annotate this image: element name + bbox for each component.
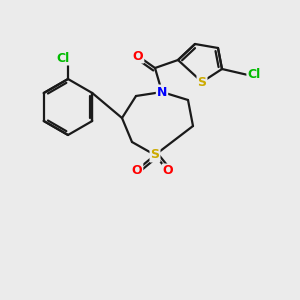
Text: Cl: Cl xyxy=(56,52,70,64)
Text: O: O xyxy=(132,164,142,176)
Text: O: O xyxy=(163,164,173,178)
Text: O: O xyxy=(133,50,143,62)
Text: Cl: Cl xyxy=(248,68,261,82)
Text: N: N xyxy=(157,85,167,98)
Text: S: S xyxy=(197,76,206,88)
Text: S: S xyxy=(151,148,160,161)
